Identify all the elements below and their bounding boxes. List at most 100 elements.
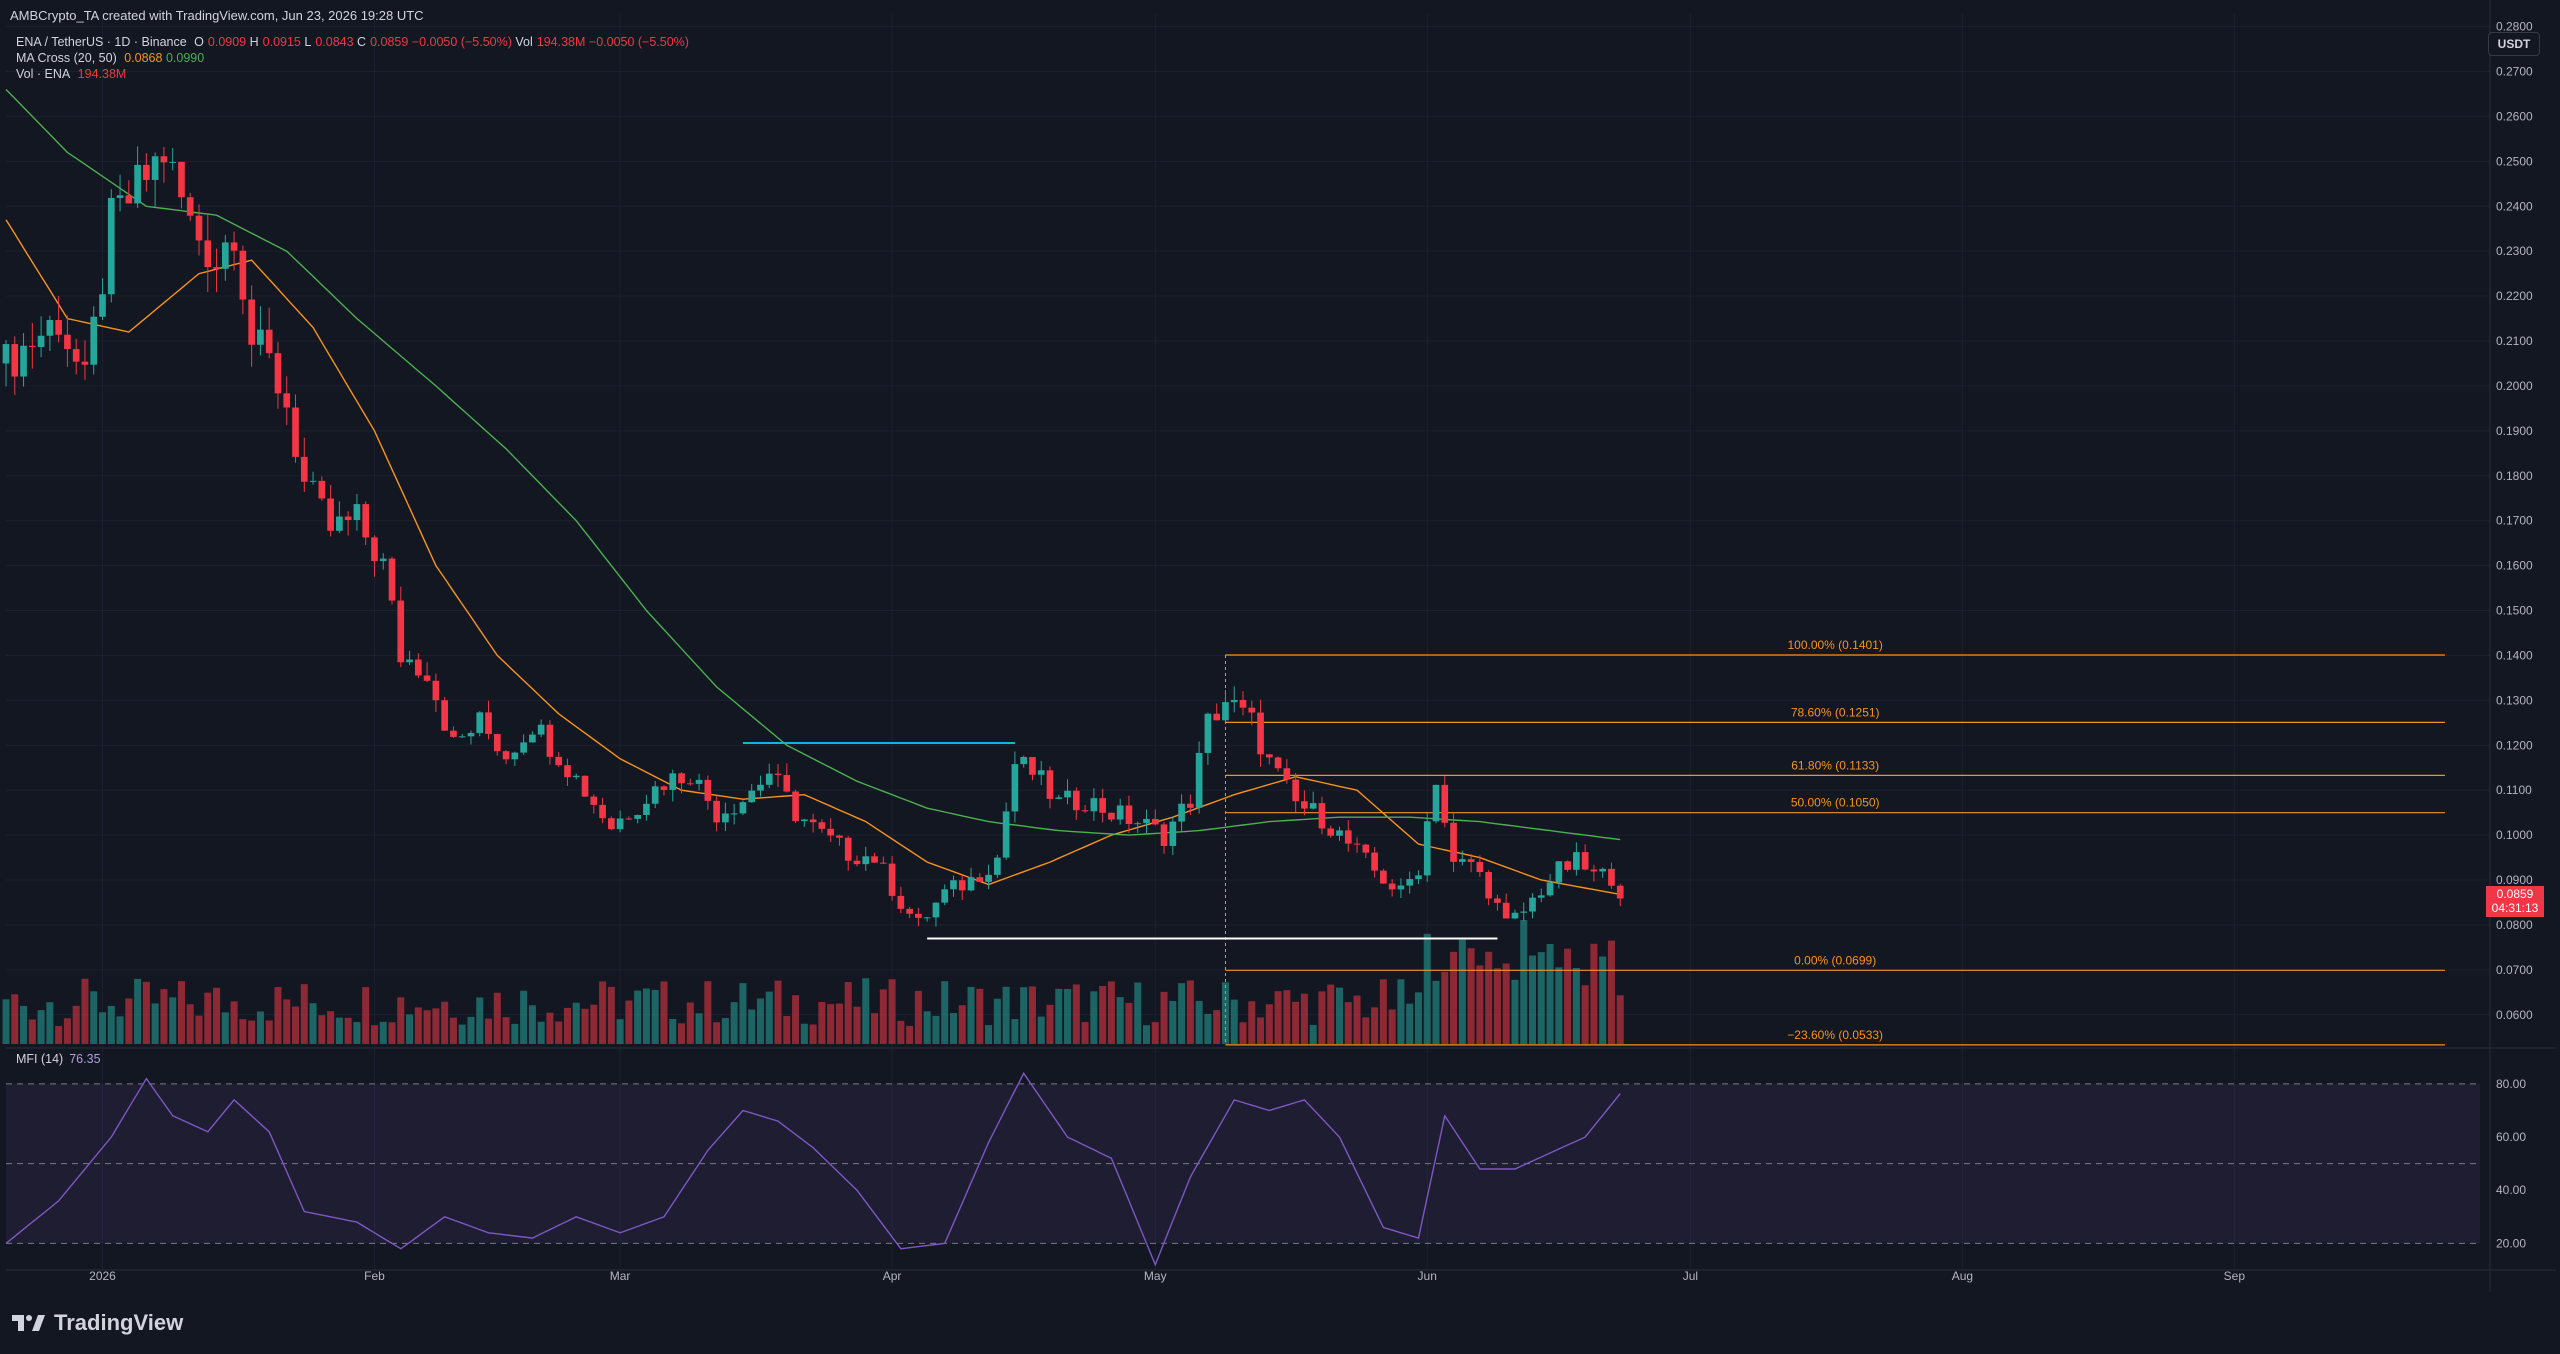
candle-body	[783, 775, 791, 792]
volume-bar	[1423, 933, 1431, 1044]
candle-body	[1502, 902, 1510, 919]
time-axis[interactable]: 2026 Feb Mar Apr May Jun Jul Aug Sep	[89, 1269, 2245, 1283]
volume-bar	[1327, 984, 1335, 1044]
volume-bar	[1292, 1001, 1300, 1044]
volume-bar	[1406, 1003, 1414, 1044]
candle-body	[221, 242, 229, 269]
volume-bar	[1283, 990, 1291, 1044]
volume-bar	[1362, 1017, 1370, 1044]
volume-bar	[1309, 1024, 1317, 1044]
candle-body	[976, 877, 984, 882]
volume-bar	[397, 997, 405, 1044]
volume-bar	[721, 1018, 729, 1044]
mfi-legend[interactable]: MFI (14) 76.35	[16, 1052, 101, 1066]
candle-body	[1599, 868, 1607, 872]
candle-body	[353, 504, 361, 521]
volume-legend-row[interactable]: Vol · ENA 194.38M	[16, 66, 689, 82]
candle-body	[1204, 713, 1212, 753]
volume-bar	[186, 1004, 194, 1044]
volume-bar	[800, 1023, 808, 1044]
volume-bar	[1064, 989, 1072, 1044]
candle-body	[283, 393, 291, 408]
candle-body	[932, 902, 940, 918]
volume-bar	[563, 1007, 571, 1044]
volume-bar	[1520, 920, 1528, 1044]
candle-body	[1388, 883, 1396, 890]
volume-bar	[730, 1002, 738, 1044]
volume-bar	[239, 1019, 247, 1044]
price-tick-label: 0.0700	[2496, 963, 2533, 977]
candle-body	[1441, 784, 1449, 823]
price-axis[interactable]: 0.0600 0.0700 0.0800 0.0900 0.1000 0.1100 0.12…	[2496, 20, 2533, 1022]
volume-bar	[1046, 1004, 1054, 1044]
candle-body	[160, 156, 168, 163]
volume-bar	[625, 1000, 633, 1044]
volume-bar	[1107, 981, 1115, 1044]
price-tick-label: 0.1300	[2496, 693, 2533, 707]
volume-bar	[511, 1023, 519, 1044]
candle-body	[590, 796, 598, 805]
candle-body	[1011, 764, 1019, 812]
candle-body	[248, 299, 255, 345]
volume-bar	[651, 989, 659, 1044]
tradingview-branding[interactable]: TradingView	[12, 1310, 183, 1336]
volume-bar	[379, 1021, 387, 1044]
candle-body	[1292, 779, 1299, 802]
mfi-tick-label: 80.00	[2496, 1077, 2526, 1091]
price-tick-label: 0.1800	[2496, 469, 2533, 483]
volume-bar	[1142, 1025, 1151, 1044]
fibonacci-retracement[interactable]: 100.00% (0.1401) 78.60% (0.1251) 61.80% (0…	[1224, 638, 2445, 1046]
volume-bar	[704, 981, 712, 1044]
candle-body	[81, 361, 89, 365]
volume-bar	[879, 989, 887, 1044]
volume-bar	[783, 1016, 791, 1044]
currency-button[interactable]: USDT	[2488, 32, 2540, 56]
volume-bar	[1616, 995, 1624, 1044]
candle-body	[485, 712, 492, 735]
volume-bar	[1037, 1016, 1045, 1044]
candle-body	[406, 659, 413, 663]
candle-body	[1108, 812, 1115, 820]
open-value: 0.0909	[207, 35, 247, 49]
volume-bar	[1002, 986, 1010, 1044]
close-value: 0.0859	[370, 35, 409, 49]
fib-level-label: −23.60% (0.0533)	[1787, 1028, 1883, 1042]
fib-level-label: 0.00% (0.0699)	[1794, 953, 1876, 967]
candle-body	[1608, 868, 1615, 886]
price-tick-label: 0.2300	[2496, 244, 2533, 258]
volume-bar	[1151, 1022, 1159, 1044]
volume-bar	[949, 1013, 957, 1044]
price-tick-label: 0.0900	[2496, 873, 2533, 887]
low-value: 0.0843	[315, 35, 354, 49]
volume-bar	[528, 1005, 536, 1044]
candle-body	[608, 818, 615, 830]
volume-bar	[388, 1022, 396, 1044]
candle-body	[985, 874, 992, 882]
ma-legend-row[interactable]: MA Cross (20, 50) 0.0868 0.0990	[16, 50, 689, 66]
candle-body	[423, 675, 431, 681]
volume-bar	[1546, 943, 1554, 1044]
volume-bar	[248, 1020, 256, 1044]
candle-body	[1301, 801, 1308, 809]
candle-body	[801, 819, 808, 822]
candle-body	[1178, 803, 1185, 822]
volume-bar	[1432, 980, 1440, 1044]
volume-bar	[1441, 971, 1449, 1044]
trendlines[interactable]	[742, 742, 1498, 940]
volume-bar	[256, 1011, 264, 1044]
volume-bar	[46, 1002, 54, 1044]
candle-body	[1318, 803, 1326, 829]
candle-body	[371, 537, 378, 562]
volume-bar	[37, 1010, 45, 1044]
volume-bar	[493, 992, 501, 1044]
candle-body	[748, 790, 756, 803]
candle-body	[1511, 912, 1519, 919]
volume-bar	[1450, 951, 1458, 1044]
candle-body	[678, 773, 685, 784]
volume-bar	[660, 981, 668, 1044]
candle-body	[1581, 852, 1589, 870]
volume-bar	[1458, 939, 1466, 1044]
